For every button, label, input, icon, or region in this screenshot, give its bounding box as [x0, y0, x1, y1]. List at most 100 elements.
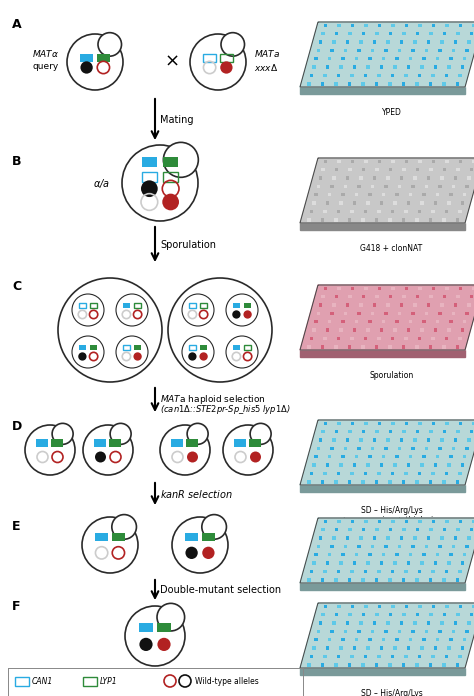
- Bar: [371, 49, 374, 52]
- Bar: [442, 480, 446, 484]
- Text: $MAT$a: $MAT$a: [254, 48, 280, 59]
- Bar: [418, 605, 421, 608]
- Bar: [339, 65, 343, 69]
- Bar: [391, 569, 394, 573]
- Bar: [465, 544, 469, 548]
- Bar: [172, 439, 183, 447]
- Bar: [314, 57, 318, 61]
- Bar: [377, 569, 381, 573]
- Text: Double-mutant selection: Double-mutant selection: [160, 585, 281, 595]
- Bar: [389, 32, 392, 35]
- Bar: [348, 168, 352, 171]
- Bar: [434, 464, 437, 467]
- Bar: [422, 553, 426, 556]
- Bar: [395, 57, 399, 61]
- Bar: [443, 295, 447, 299]
- Circle shape: [226, 336, 258, 368]
- Bar: [357, 184, 361, 188]
- Text: SD – His/Arg/Lys
+ canavanine + thialysine: SD – His/Arg/Lys + canavanine + thialysi…: [341, 506, 442, 525]
- Bar: [334, 480, 338, 484]
- Bar: [395, 553, 399, 556]
- Bar: [445, 159, 448, 163]
- Bar: [380, 561, 383, 564]
- Bar: [393, 561, 397, 564]
- Bar: [355, 455, 358, 459]
- Bar: [334, 218, 338, 221]
- Bar: [359, 622, 363, 625]
- Bar: [402, 82, 405, 86]
- Bar: [341, 553, 345, 556]
- Bar: [445, 24, 448, 27]
- Bar: [442, 82, 446, 86]
- Bar: [317, 630, 320, 633]
- Bar: [438, 447, 442, 450]
- Bar: [404, 472, 408, 475]
- Bar: [427, 536, 430, 539]
- Bar: [357, 630, 361, 633]
- Bar: [341, 638, 345, 642]
- Bar: [353, 329, 356, 332]
- Bar: [312, 65, 316, 69]
- Text: Sporulation: Sporulation: [160, 240, 216, 250]
- Bar: [470, 613, 473, 617]
- Bar: [458, 655, 462, 658]
- Bar: [142, 157, 157, 167]
- Bar: [373, 622, 376, 625]
- Bar: [308, 663, 311, 667]
- Circle shape: [122, 145, 198, 221]
- Bar: [422, 455, 426, 459]
- Bar: [321, 32, 325, 35]
- Bar: [348, 345, 351, 349]
- Bar: [427, 40, 430, 44]
- Bar: [395, 320, 399, 324]
- Bar: [368, 193, 372, 196]
- Polygon shape: [300, 603, 474, 668]
- Bar: [465, 184, 469, 188]
- Circle shape: [95, 452, 106, 463]
- Bar: [443, 528, 447, 531]
- Bar: [378, 519, 381, 523]
- Bar: [442, 345, 446, 349]
- Bar: [384, 544, 388, 548]
- Circle shape: [72, 336, 104, 368]
- Bar: [317, 544, 320, 548]
- Bar: [233, 303, 240, 308]
- Bar: [438, 544, 442, 548]
- Bar: [337, 24, 341, 27]
- Bar: [431, 655, 435, 658]
- Bar: [109, 439, 121, 447]
- Bar: [348, 32, 352, 35]
- Circle shape: [125, 606, 185, 666]
- Bar: [368, 57, 372, 61]
- Bar: [463, 455, 466, 459]
- Bar: [79, 345, 86, 350]
- Bar: [404, 337, 408, 340]
- Bar: [335, 32, 338, 35]
- Bar: [335, 168, 338, 171]
- Bar: [407, 561, 410, 564]
- Circle shape: [110, 423, 131, 444]
- Circle shape: [168, 278, 272, 382]
- Bar: [382, 455, 385, 459]
- Bar: [400, 438, 403, 442]
- Bar: [328, 193, 331, 196]
- Bar: [382, 638, 385, 642]
- Bar: [415, 82, 419, 86]
- Bar: [362, 295, 365, 299]
- Bar: [359, 536, 363, 539]
- Bar: [438, 312, 442, 315]
- Bar: [321, 82, 324, 86]
- Bar: [364, 287, 368, 290]
- Text: Sporulation: Sporulation: [369, 371, 414, 380]
- Bar: [364, 74, 367, 77]
- Bar: [402, 613, 406, 617]
- Bar: [409, 553, 412, 556]
- Circle shape: [162, 193, 179, 210]
- Bar: [467, 40, 471, 44]
- Bar: [429, 663, 432, 667]
- Bar: [467, 176, 471, 180]
- Circle shape: [226, 294, 258, 326]
- Bar: [393, 329, 397, 332]
- Bar: [431, 74, 435, 77]
- Bar: [422, 57, 426, 61]
